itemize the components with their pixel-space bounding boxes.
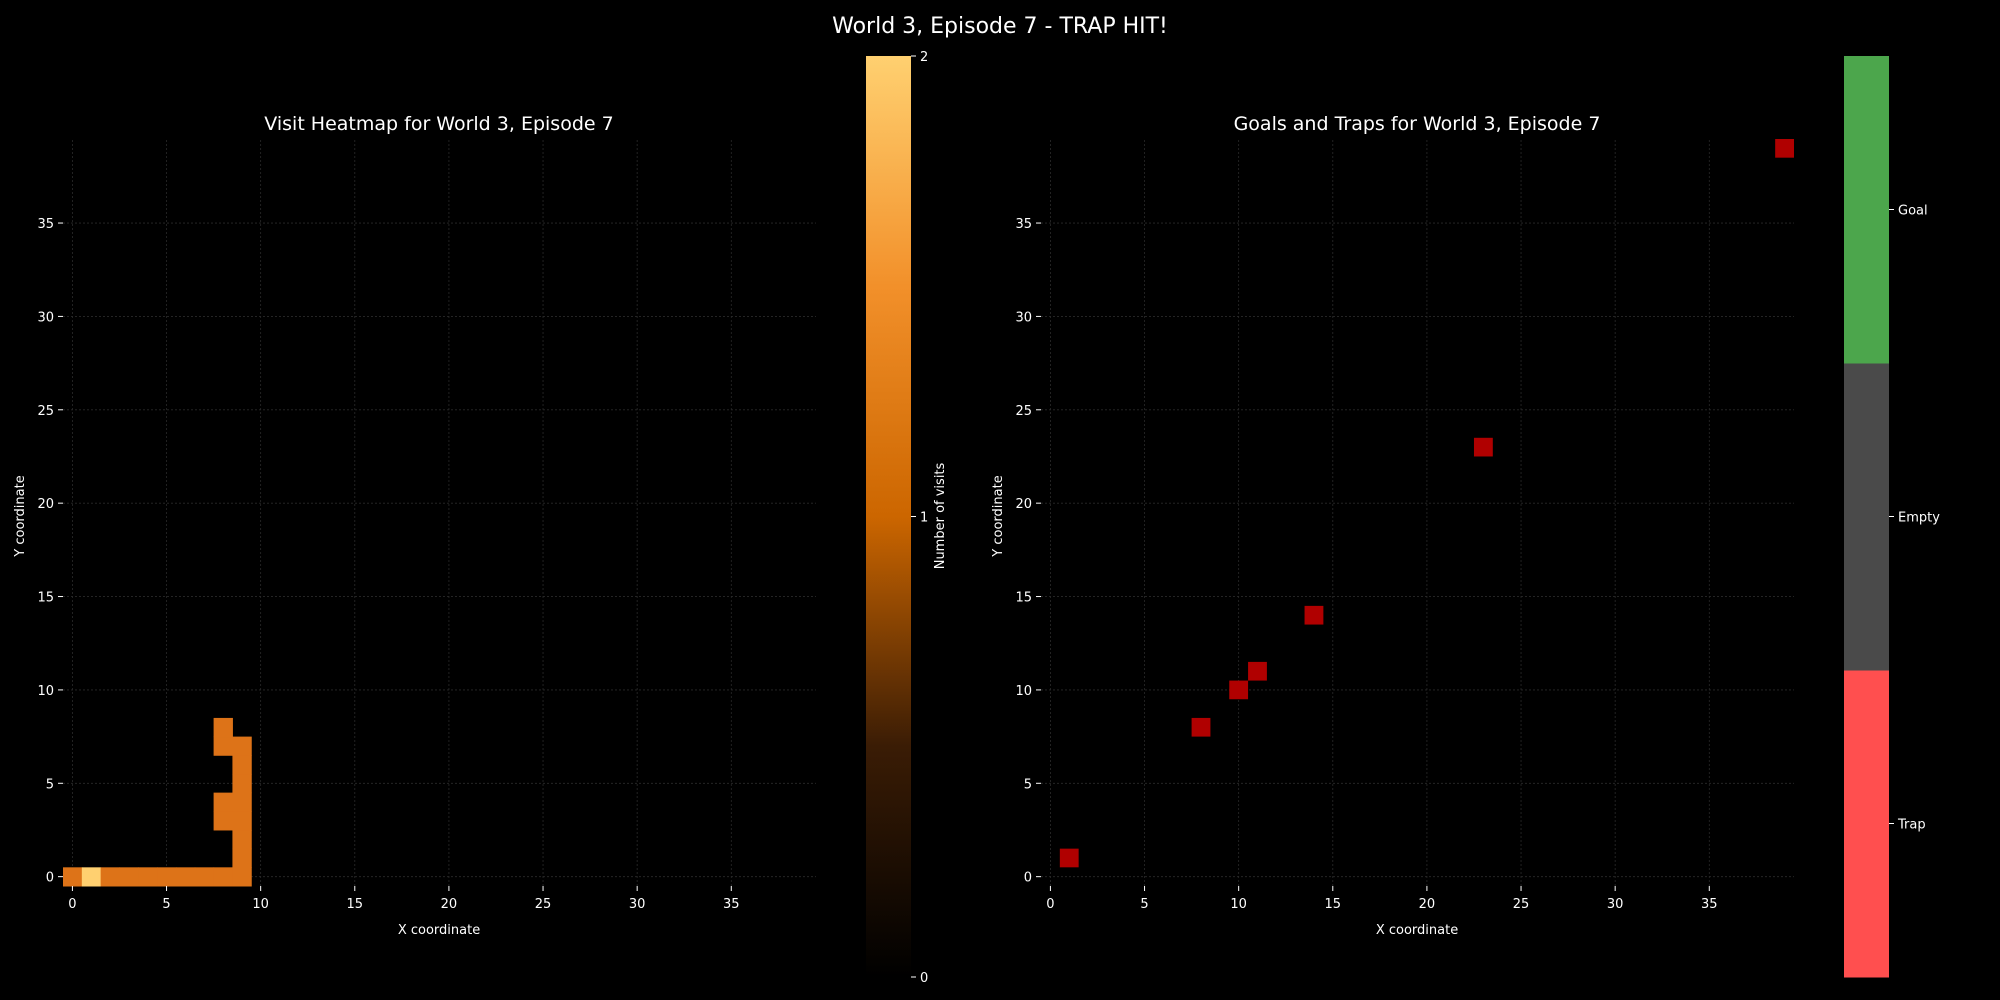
colorbar-tick-label: 2 [920,50,928,65]
visit-heatmap-x-label: X coordinate [398,923,480,938]
x-tick-label: 30 [629,897,646,912]
x-tick-label: 0 [68,897,76,912]
colorbar-segment-trap [1844,670,1889,978]
trap-cell [1473,437,1493,457]
colorbar-category-label: Empty [1898,511,1940,526]
visit-cell [232,773,252,794]
trap-cell [1191,717,1211,737]
y-tick-label: 5 [46,777,54,792]
visit-cell [157,867,177,887]
visit-heatmap-grid [63,139,816,886]
goals-traps-x-ticks: 0 5 10 15 20 25 30 35 [1046,886,1718,912]
y-tick-label: 20 [1015,497,1032,512]
goals-traps-title: Goals and Traps for World 3, Episode 7 [1234,113,1601,135]
visit-cell [232,829,252,850]
visit-cell [213,811,233,831]
cell-type-colorbar: Trap Empty Goal [1844,56,1940,978]
trap-cell [1059,848,1079,868]
visits-colorbar-label: Number of visits [933,462,948,569]
trap-cell [1304,605,1324,625]
x-tick-label: 20 [441,897,458,912]
visit-cell [194,867,215,887]
x-tick-label: 10 [252,897,269,912]
goals-traps-cells [1059,139,1794,868]
goals-traps-x-label: X coordinate [1376,923,1458,938]
visit-cell [100,867,120,887]
goals-traps-panel: Goals and Traps for World 3, Episode 7 0… [991,113,1794,938]
visit-cell [213,736,233,756]
y-tick-label: 10 [1015,684,1032,699]
y-tick-label: 35 [37,217,54,232]
colorbar-category-label: Trap [1897,818,1926,833]
visit-cell [213,792,233,812]
visit-cell [213,867,233,887]
visits-colorbar-ticks: 0 1 2 [911,50,928,986]
y-tick-label: 5 [1024,777,1032,792]
x-tick-label: 20 [1419,897,1436,912]
x-tick-label: 15 [347,897,364,912]
visit-heatmap-y-ticks: 0 5 10 15 20 25 30 35 [37,217,63,886]
visit-cell [119,867,139,887]
visits-colorbar-gradient [866,56,911,977]
colorbar-category-label: Goal [1898,204,1928,219]
x-tick-label: 15 [1325,897,1342,912]
x-tick-label: 25 [1513,897,1530,912]
y-tick-label: 0 [1024,871,1032,886]
y-tick-label: 25 [1015,404,1032,419]
visit-cell [175,867,196,887]
colorbar-segment-goal [1844,56,1889,364]
y-tick-label: 0 [46,871,54,886]
trap-cell [1229,680,1249,700]
y-tick-label: 15 [37,591,54,606]
x-tick-label: 5 [1140,897,1148,912]
x-tick-label: 5 [162,897,170,912]
y-tick-label: 30 [1015,310,1032,325]
y-tick-label: 20 [37,497,54,512]
y-tick-label: 10 [37,684,54,699]
trap-cell [1248,661,1267,681]
goals-traps-y-ticks: 0 5 10 15 20 25 30 35 [1015,217,1041,886]
x-tick-label: 0 [1046,897,1054,912]
x-tick-label: 35 [1701,897,1718,912]
goals-traps-grid [1041,139,1794,886]
y-tick-label: 35 [1015,217,1032,232]
x-tick-label: 25 [535,897,552,912]
colorbar-tick-label: 1 [920,511,928,526]
visit-cell [213,717,233,738]
trap-cell [1775,139,1794,158]
visit-heatmap-title: Visit Heatmap for World 3, Episode 7 [264,113,613,135]
visit-heatmap-x-ticks: 0 5 10 15 20 25 30 35 [68,886,740,912]
goals-traps-y-label: Y coordinate [991,475,1006,557]
visit-cell [81,867,102,887]
y-tick-label: 30 [37,310,54,325]
visit-cell [232,867,252,887]
x-tick-label: 10 [1230,897,1247,912]
visit-heatmap-y-label: Y coordinate [13,475,28,557]
visit-cell [138,867,158,887]
visits-colorbar: 0 1 2 Number of visits [866,50,948,986]
y-tick-label: 15 [1015,591,1032,606]
visit-cell [232,811,252,831]
visit-cell [232,848,252,868]
visit-cell [232,755,252,775]
visit-cell [232,792,252,812]
x-tick-label: 30 [1607,897,1624,912]
visit-cell [232,736,252,756]
visit-heatmap-cells [63,717,252,887]
y-tick-label: 25 [37,404,54,419]
colorbar-segment-empty [1844,363,1889,671]
x-tick-label: 35 [723,897,740,912]
visit-heatmap-panel: Visit Heatmap for World 3, Episode 7 0 5 1… [13,113,816,938]
visit-cell [63,867,83,887]
figure-title: World 3, Episode 7 - TRAP HIT! [832,14,1168,39]
colorbar-tick-label: 0 [920,971,928,986]
